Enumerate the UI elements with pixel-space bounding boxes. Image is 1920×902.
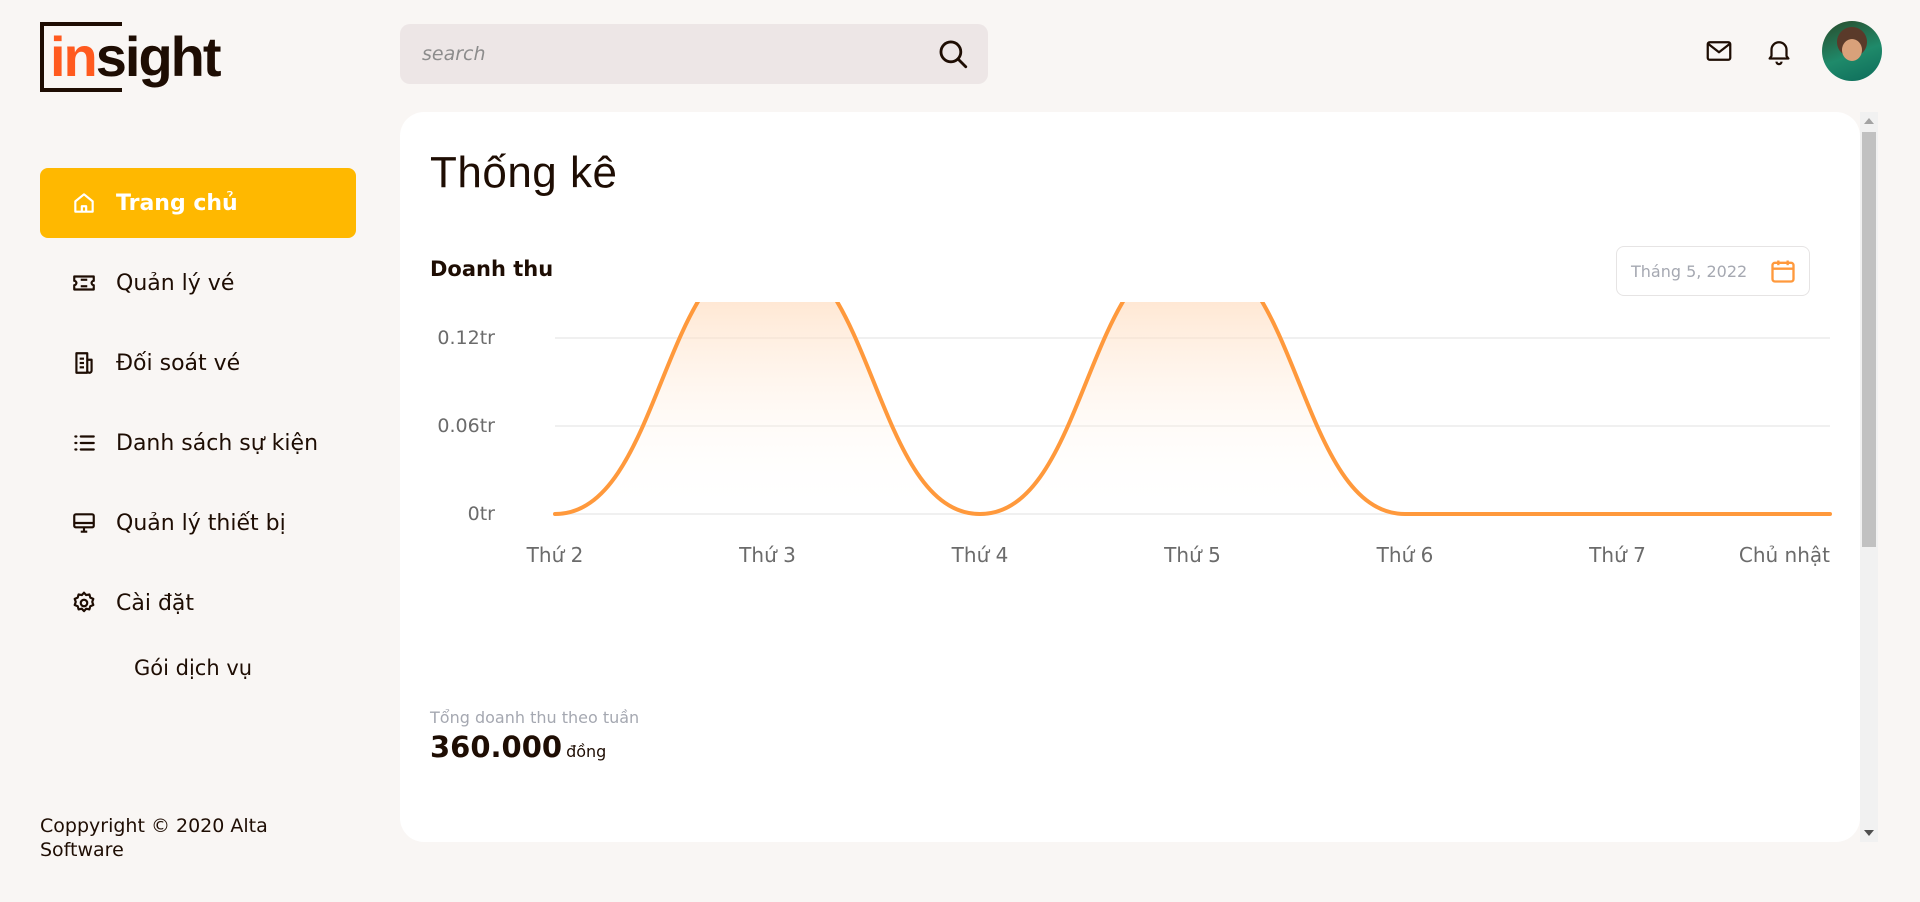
y-tick-label: 0tr (468, 503, 496, 525)
revenue-area-fill (555, 302, 1830, 514)
total-amount: 360.000 (430, 730, 563, 764)
total-value: 360.000 đồng (430, 730, 606, 764)
x-tick-label: Thứ 7 (1588, 543, 1646, 567)
date-picker-value: Tháng 5, 2022 (1631, 261, 1748, 281)
sidebar-item-settings[interactable]: Cài đặt (40, 568, 356, 638)
revenue-line (553, 302, 1832, 517)
sidebar-item-label: Quản lý thiết bị (116, 510, 286, 536)
bell-icon[interactable] (1762, 34, 1796, 68)
x-tick-label: Chủ nhật (1739, 543, 1830, 567)
gear-icon (70, 589, 98, 617)
invoice-icon (70, 349, 98, 377)
sidebar-item-label: Cài đặt (116, 590, 195, 616)
search-bar[interactable] (400, 24, 988, 84)
logo-frame (40, 22, 122, 92)
date-picker[interactable]: Tháng 5, 2022 (1616, 246, 1810, 296)
sidebar-item-label: Danh sách sự kiện (116, 430, 319, 456)
sidebar-item-ticket-reconciliation[interactable]: Đối soát vé (40, 328, 356, 398)
x-tick-label: Thứ 6 (1376, 543, 1434, 567)
total-label: Tổng doanh thu theo tuần (430, 708, 640, 727)
y-tick-label: 0.12tr (437, 327, 495, 349)
logo-text: insight (50, 25, 222, 88)
x-tick-label: Thứ 2 (526, 543, 584, 567)
sidebar-subitem-service-package[interactable]: Gói dịch vụ (40, 648, 356, 688)
sidebar-item-home[interactable]: Trang chủ (40, 168, 356, 238)
x-tick-label: Thứ 5 (1163, 543, 1221, 567)
ticket-icon (70, 269, 98, 297)
page-title: Thống kê (430, 148, 618, 197)
total-unit: đồng (566, 742, 607, 761)
scroll-thumb[interactable] (1862, 132, 1876, 547)
scroll-up-arrow[interactable] (1864, 118, 1874, 124)
calendar-icon[interactable] (1769, 257, 1797, 285)
y-tick-label: 0.06tr (437, 415, 495, 437)
search-icon[interactable] (936, 37, 970, 71)
section-title: Doanh thu (430, 257, 554, 281)
sidebar-item-device-management[interactable]: Quản lý thiết bị (40, 488, 356, 558)
x-tick-label: Thứ 4 (951, 543, 1009, 567)
list-icon (70, 429, 98, 457)
avatar[interactable] (1822, 21, 1882, 81)
x-tick-label: Thứ 3 (738, 543, 796, 567)
scrollbar[interactable] (1860, 112, 1878, 842)
sidebar-item-label: Đối soát vé (116, 350, 241, 376)
copyright: Coppyright © 2020 Alta Software (40, 815, 268, 861)
sidebar-subitem-label: Gói dịch vụ (134, 656, 253, 680)
scroll-down-arrow[interactable] (1864, 830, 1874, 836)
logo[interactable]: insight (40, 22, 222, 92)
sidebar-item-label: Quản lý vé (116, 270, 235, 296)
sidebar: Trang chủ Quản lý vé Đối soát vé Danh sá… (40, 168, 356, 688)
monitor-icon (70, 509, 98, 537)
search-input[interactable] (420, 42, 936, 66)
header-actions (1702, 21, 1882, 81)
sidebar-item-label: Trang chủ (116, 190, 238, 216)
home-icon (70, 189, 98, 217)
main-content: Thống kê Doanh thu Tháng 5, 2022 0tr 0.06… (400, 112, 1860, 842)
mail-icon[interactable] (1702, 34, 1736, 68)
sidebar-item-ticket-management[interactable]: Quản lý vé (40, 248, 356, 318)
sidebar-item-event-list[interactable]: Danh sách sự kiện (40, 408, 356, 478)
